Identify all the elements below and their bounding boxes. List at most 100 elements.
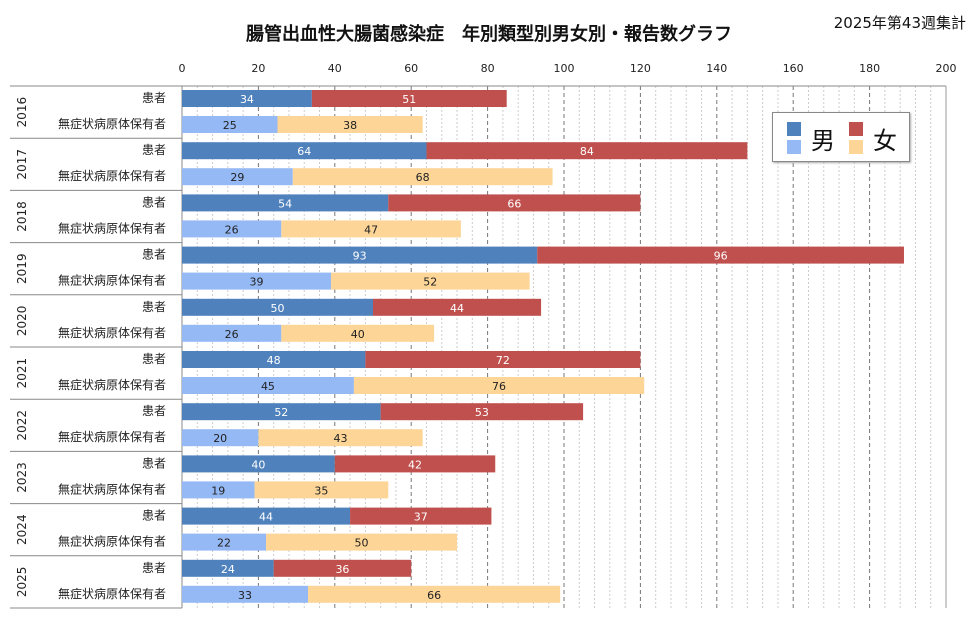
- bar-carrier-female: [281, 324, 435, 342]
- year-label: 2021: [15, 358, 29, 389]
- x-tick-label: 140: [706, 62, 727, 75]
- row-label-carrier: 無症状病原体保有者: [58, 220, 166, 235]
- data-label-carrier-male: 45: [261, 380, 275, 393]
- data-label-carrier-male: 39: [249, 276, 263, 289]
- row-label-patient: 患者: [142, 352, 166, 366]
- data-label-patient-female: 42: [408, 458, 422, 471]
- year-label: 2020: [15, 306, 29, 337]
- data-label-patient-female: 53: [475, 406, 489, 419]
- bar-patient-female: [426, 142, 748, 160]
- bar-carrier-male: [182, 324, 282, 342]
- row-label-patient: 患者: [142, 509, 166, 523]
- row-label-carrier: 無症状病原体保有者: [58, 481, 166, 496]
- data-label-carrier-female: 40: [351, 328, 365, 341]
- data-label-patient-male: 54: [278, 197, 292, 210]
- bar-patient-male: [182, 455, 335, 473]
- x-tick-label: 160: [783, 62, 804, 75]
- bar-patient-male: [182, 351, 366, 368]
- data-label-carrier-female: 76: [492, 380, 506, 393]
- chart-subtitle: 2025年第43週集計: [833, 14, 966, 32]
- bar-patient-female: [311, 90, 507, 107]
- x-tick-label: 120: [630, 62, 651, 75]
- bar-patient-male: [182, 194, 389, 212]
- data-label-patient-female: 36: [335, 563, 349, 576]
- data-label-carrier-male: 29: [230, 171, 244, 184]
- bar-patient-male: [182, 559, 274, 577]
- legend-label-male: 男: [811, 127, 835, 155]
- row-label-patient: 患者: [142, 91, 166, 105]
- data-label-carrier-female: 68: [416, 171, 430, 184]
- data-label-patient-male: 24: [221, 563, 235, 576]
- data-label-carrier-male: 26: [225, 328, 239, 341]
- bar-carrier-female: [308, 585, 561, 603]
- bar-patient-female: [365, 351, 641, 368]
- chart-title: 腸管出血性大腸菌感染症 年別類型別男女別・報告数グラフ: [246, 24, 732, 45]
- bar-carrier-male: [182, 377, 354, 394]
- row-label-carrier: 無症状病原体保有者: [58, 325, 166, 340]
- x-tick-label: 200: [936, 62, 957, 75]
- year-label: 2017: [15, 149, 29, 180]
- bar-patient-female: [334, 455, 496, 473]
- bar-carrier-male: [182, 429, 259, 447]
- bar-patient-male: [182, 142, 427, 160]
- data-label-carrier-female: 47: [364, 223, 378, 236]
- legend-swatch-carrier-female: [849, 140, 863, 154]
- bar-patient-male: [182, 90, 312, 107]
- data-label-patient-female: 96: [714, 250, 728, 263]
- bar-patient-male: [182, 403, 381, 421]
- row-label-patient: 患者: [142, 300, 166, 314]
- bar-carrier-female: [292, 168, 553, 186]
- data-label-patient-female: 51: [402, 93, 416, 106]
- year-label: 2019: [15, 253, 29, 284]
- data-label-carrier-male: 25: [223, 119, 237, 132]
- year-label: 2024: [15, 514, 29, 545]
- data-label-patient-female: 37: [414, 511, 428, 524]
- bar-patient-female: [388, 194, 641, 212]
- data-label-patient-male: 52: [274, 406, 288, 419]
- bar-patient-female: [373, 298, 542, 316]
- row-label-carrier: 無症状病原体保有者: [58, 429, 166, 444]
- bar-patient-female: [380, 403, 584, 421]
- data-label-patient-female: 66: [507, 197, 521, 210]
- bar-carrier-female: [330, 272, 530, 290]
- row-label-patient: 患者: [142, 456, 166, 470]
- data-label-patient-male: 64: [297, 145, 311, 158]
- row-label-carrier: 無症状病原体保有者: [58, 168, 166, 183]
- data-label-patient-male: 50: [271, 302, 285, 315]
- row-label-patient: 患者: [142, 143, 166, 157]
- data-label-carrier-male: 19: [211, 484, 225, 497]
- bar-carrier-female: [266, 533, 458, 551]
- data-label-carrier-male: 20: [213, 432, 227, 445]
- year-label: 2016: [15, 97, 29, 128]
- bar-carrier-male: [182, 533, 267, 551]
- x-tick-label: 100: [554, 62, 575, 75]
- data-label-patient-female: 44: [450, 302, 464, 315]
- bar-carrier-female: [353, 377, 645, 394]
- data-label-carrier-male: 22: [217, 537, 231, 550]
- data-label-patient-male: 93: [353, 250, 367, 263]
- bar-patient-male: [182, 246, 538, 264]
- bar-carrier-female: [258, 429, 423, 447]
- row-label-patient: 患者: [142, 248, 166, 262]
- year-label: 2023: [15, 462, 29, 493]
- legend: 男 女: [772, 112, 910, 162]
- data-label-carrier-female: 35: [314, 484, 328, 497]
- x-tick-label: 20: [251, 62, 265, 75]
- data-label-carrier-female: 52: [423, 276, 437, 289]
- data-label-carrier-male: 33: [238, 589, 252, 602]
- x-tick-label: 0: [179, 62, 186, 75]
- year-label: 2018: [15, 201, 29, 232]
- x-tick-label: 40: [328, 62, 342, 75]
- row-label-patient: 患者: [142, 404, 166, 418]
- row-label-carrier: 無症状病原体保有者: [58, 377, 166, 392]
- bar-patient-male: [182, 298, 373, 316]
- legend-swatch-patient-female: [849, 122, 863, 136]
- bar-carrier-female: [254, 481, 389, 499]
- x-tick-label: 80: [481, 62, 495, 75]
- bar-patient-male: [182, 507, 351, 525]
- data-label-patient-male: 40: [251, 458, 265, 471]
- bar-carrier-male: [182, 168, 293, 186]
- x-tick-label: 180: [859, 62, 880, 75]
